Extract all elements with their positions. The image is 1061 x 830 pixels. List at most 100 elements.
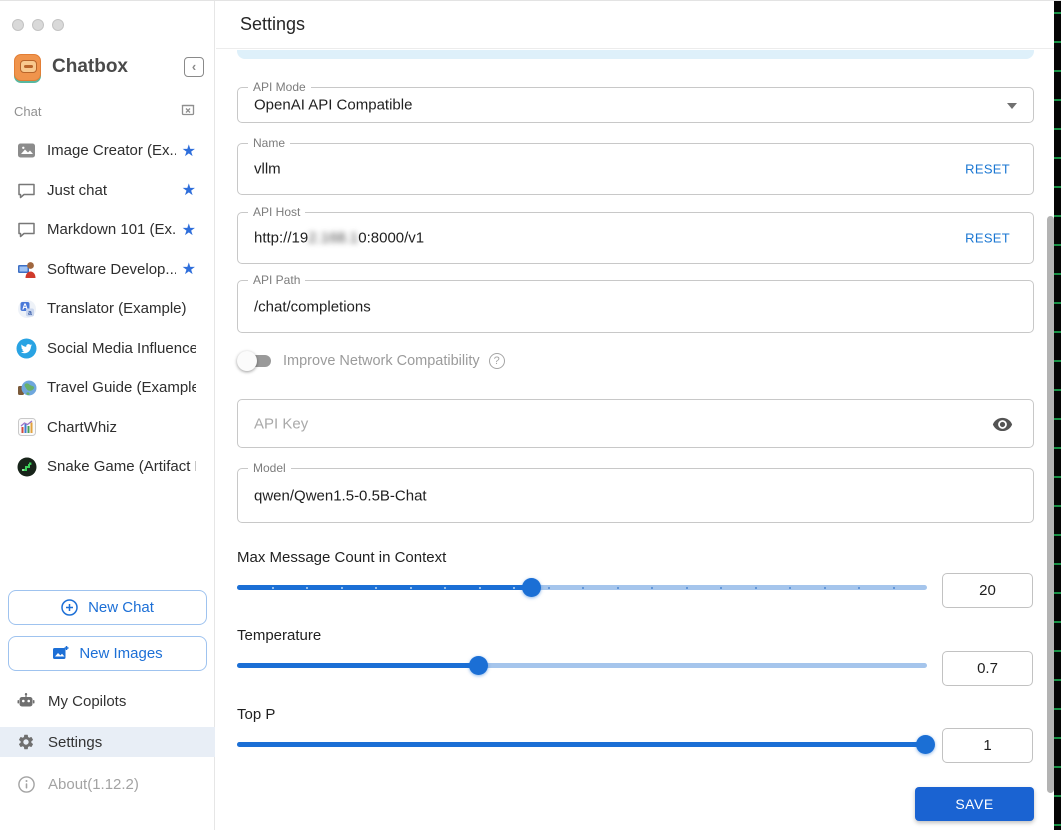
api-mode-select[interactable]: API Mode OpenAI API Compatible bbox=[237, 80, 1034, 123]
new-chat-label: New Chat bbox=[88, 599, 154, 616]
max-message-count-slider[interactable] bbox=[237, 577, 927, 597]
star-icon: ★ bbox=[181, 221, 196, 239]
twitter-icon bbox=[16, 338, 37, 359]
name-label: Name bbox=[248, 136, 291, 151]
model-field[interactable]: Model qwen/Qwen1.5-0.5B-Chat bbox=[237, 461, 1034, 523]
slider-thumb[interactable] bbox=[468, 656, 488, 675]
name-field[interactable]: Name vllm RESET bbox=[237, 136, 1034, 195]
chat-item-label: Image Creator (Ex... bbox=[47, 142, 176, 160]
chat-item-label: Markdown 101 (Ex... bbox=[47, 221, 176, 239]
sidebar-item-about[interactable]: About(1.12.2) bbox=[0, 769, 215, 799]
my-copilots-label: My Copilots bbox=[48, 692, 127, 710]
star-icon: ★ bbox=[181, 142, 196, 160]
chat-item-label: Software Develop... bbox=[47, 260, 176, 278]
collapse-sidebar-icon[interactable]: ‹ bbox=[184, 57, 204, 77]
snake-game-icon bbox=[16, 456, 37, 477]
chat-item-chartwhiz[interactable]: ChartWhiz bbox=[0, 408, 214, 448]
gear-icon bbox=[17, 733, 35, 751]
developer-emoji-icon bbox=[16, 259, 37, 280]
star-icon: ★ bbox=[181, 182, 196, 200]
api-path-field[interactable]: API Path /chat/completions bbox=[237, 273, 1034, 333]
api-key-placeholder: API Key bbox=[254, 415, 309, 432]
app-logo-row: Chatbox ‹ bbox=[14, 52, 204, 82]
scrollbar[interactable] bbox=[1047, 216, 1054, 793]
help-icon[interactable]: ? bbox=[488, 353, 505, 369]
chat-list: Image Creator (Ex... ★ Just chat ★ Markd… bbox=[0, 131, 214, 487]
chat-item-label: Just chat bbox=[47, 181, 108, 199]
max-message-count-value[interactable]: 20 bbox=[942, 573, 1033, 608]
main-content: Settings API Mode OpenAI API Compatible … bbox=[216, 1, 1061, 830]
sidebar-item-settings[interactable]: Settings bbox=[0, 727, 215, 757]
chat-item-snake-game[interactable]: Snake Game (Artifact E... bbox=[0, 447, 214, 487]
chat-item-image-creator[interactable]: Image Creator (Ex... ★ bbox=[0, 131, 214, 171]
new-images-button[interactable]: New Images bbox=[8, 636, 207, 671]
chat-item-travel-guide[interactable]: Travel Guide (Example) bbox=[0, 368, 214, 408]
chat-item-label: Travel Guide (Example) bbox=[47, 379, 196, 397]
max-message-count-label: Max Message Count in Context bbox=[237, 549, 447, 566]
redacted-text: 2.168.1 bbox=[308, 229, 359, 247]
api-mode-value: OpenAI API Compatible bbox=[254, 96, 413, 114]
network-compatibility-toggle[interactable] bbox=[237, 351, 274, 371]
chat-item-markdown-101[interactable]: Markdown 101 (Ex... ★ bbox=[0, 210, 214, 250]
chat-section-header: Chat bbox=[14, 102, 196, 120]
chat-item-label: ChartWhiz bbox=[47, 418, 118, 436]
chatbox-logo-icon bbox=[14, 53, 41, 81]
slider-thumb[interactable] bbox=[916, 735, 936, 754]
chat-item-software-developer[interactable]: Software Develop... ★ bbox=[0, 250, 214, 290]
scrolled-item-remnant bbox=[237, 50, 1034, 59]
sidebar-item-my-copilots[interactable]: My Copilots bbox=[0, 686, 215, 716]
top-p-slider[interactable] bbox=[237, 734, 936, 754]
api-path-value: /chat/completions bbox=[254, 298, 371, 315]
show-password-eye-icon[interactable] bbox=[992, 413, 1013, 434]
api-mode-label: API Mode bbox=[248, 80, 311, 95]
globe-emoji-icon bbox=[16, 377, 37, 398]
info-icon bbox=[17, 775, 35, 793]
new-image-icon bbox=[52, 645, 69, 662]
chat-bubble-icon bbox=[16, 219, 37, 240]
chat-item-label: Translator (Example) bbox=[47, 300, 187, 318]
close-button[interactable] bbox=[12, 19, 24, 31]
image-icon bbox=[16, 140, 37, 161]
zoom-button[interactable] bbox=[52, 19, 64, 31]
clear-conversations-icon[interactable] bbox=[180, 101, 196, 122]
about-label: About(1.12.2) bbox=[48, 775, 139, 793]
chat-item-label: Snake Game (Artifact E... bbox=[47, 458, 196, 476]
network-compatibility-row: Improve Network Compatibility ? bbox=[237, 349, 505, 373]
api-host-value: http://192.168.10:8000/v1 bbox=[254, 229, 425, 247]
temperature-slider[interactable] bbox=[237, 655, 927, 675]
minimize-button[interactable] bbox=[32, 19, 44, 31]
new-chat-button[interactable]: New Chat bbox=[8, 590, 207, 625]
settings-label: Settings bbox=[48, 733, 103, 751]
temperature-value[interactable]: 0.7 bbox=[942, 651, 1033, 686]
page-header: Settings bbox=[216, 1, 1061, 49]
svg-text:A: A bbox=[22, 302, 28, 311]
svg-text:a: a bbox=[28, 310, 32, 317]
chat-bubble-icon bbox=[16, 180, 37, 201]
api-host-reset-button[interactable]: RESET bbox=[965, 230, 1010, 246]
page-title: Settings bbox=[240, 14, 306, 34]
chat-item-label: Social Media Influencer ... bbox=[47, 339, 196, 357]
top-p-value[interactable]: 1 bbox=[942, 728, 1033, 763]
background-edge-strip bbox=[1054, 1, 1061, 830]
name-reset-button[interactable]: RESET bbox=[965, 161, 1010, 177]
chat-section-label: Chat bbox=[14, 103, 42, 119]
model-label: Model bbox=[248, 461, 291, 476]
chat-item-social-media-influencer[interactable]: Social Media Influencer ... bbox=[0, 329, 214, 369]
sidebar: Chatbox ‹ Chat Image Creator (Ex... ★ Ju bbox=[0, 1, 215, 830]
name-value: vllm bbox=[254, 160, 281, 178]
chart-emoji-icon bbox=[16, 417, 37, 438]
chat-item-just-chat[interactable]: Just chat ★ bbox=[0, 171, 214, 211]
api-key-field[interactable]: API Key bbox=[237, 399, 1034, 448]
chevron-down-icon bbox=[1007, 103, 1017, 109]
api-host-field[interactable]: API Host http://192.168.10:8000/v1 RESET bbox=[237, 205, 1034, 264]
slider-thumb[interactable] bbox=[522, 578, 542, 597]
save-button[interactable]: SAVE bbox=[915, 787, 1034, 821]
api-path-label: API Path bbox=[248, 273, 306, 288]
add-circle-icon bbox=[61, 599, 78, 616]
model-value: qwen/Qwen1.5-0.5B-Chat bbox=[254, 487, 427, 504]
network-compatibility-label: Improve Network Compatibility bbox=[283, 353, 480, 369]
api-host-label: API Host bbox=[248, 205, 306, 220]
